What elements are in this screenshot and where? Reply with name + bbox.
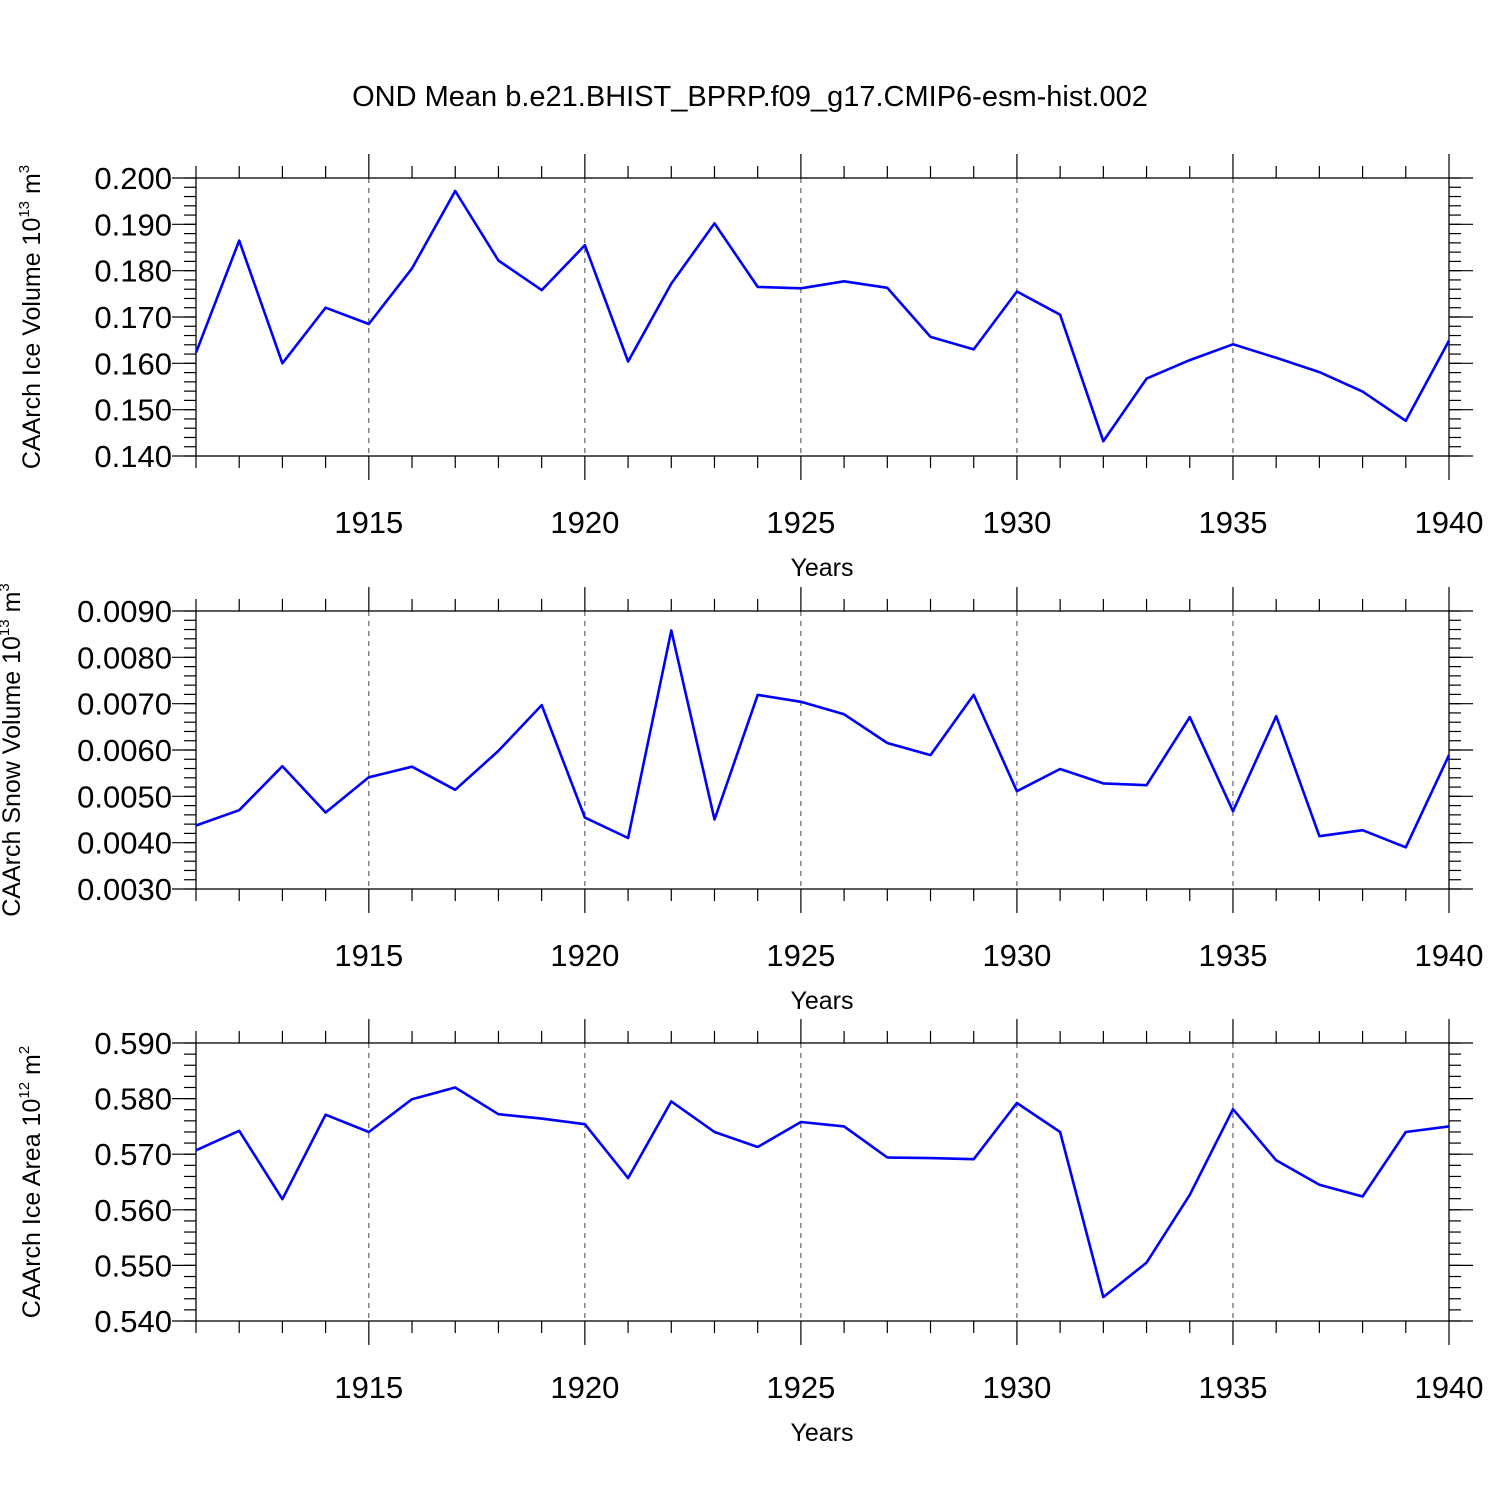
y-tick-label: 0.0040: [77, 826, 172, 861]
x-tick-label: 1925: [766, 505, 835, 540]
y-tick-label: 0.590: [94, 1026, 172, 1061]
x-tick-label: 1915: [334, 1370, 403, 1405]
y-tick-label: 0.190: [94, 207, 172, 242]
x-axis-label: Years: [790, 1419, 853, 1447]
x-tick-label: 1935: [1198, 505, 1267, 540]
data-line: [194, 189, 1451, 443]
y-tick-label: 0.200: [94, 161, 172, 196]
x-tick-label: 1940: [1415, 505, 1484, 540]
y-axis-label: CAArch Ice Area 1012 m2: [16, 1046, 46, 1318]
chart-panel-2: 1915 1920 1925 1930 1935 1940 0.0030 0.0040 0.00…: [0, 583, 1483, 1015]
y-axis-label-unit: m: [18, 1054, 46, 1082]
x-tick-label: 1930: [982, 938, 1051, 973]
x-tick-label: 1935: [1198, 938, 1267, 973]
y-tick-label: 0.0050: [77, 779, 172, 814]
y-tick-label: 0.570: [94, 1137, 172, 1172]
x-tick-label: 1925: [766, 1370, 835, 1405]
x-tick-label: 1940: [1415, 938, 1484, 973]
y-tick-label: 0.150: [94, 393, 172, 428]
x-tick-label: 1915: [334, 505, 403, 540]
x-tick-label: 1935: [1198, 1370, 1267, 1405]
y-axis-label-unit-exponent: 3: [16, 165, 33, 173]
y-axis-label-unit: m: [0, 592, 26, 620]
y-axis-label-exponent: 13: [16, 201, 33, 218]
x-tick-label: 1925: [766, 938, 835, 973]
y-tick-label: 0.550: [94, 1248, 172, 1283]
y-tick-label: 0.0030: [77, 872, 172, 907]
chart-panel-1: 1915 1920 1925 1930 1935 1940 0.140 0.150 0.160 0…: [16, 154, 1483, 582]
plot-frame: [195, 610, 1450, 890]
x-tick-label: 1920: [550, 1370, 619, 1405]
chart-panel-3: 1915 1920 1925 1930 1935 1940 0.540 0.550 0.560 0…: [16, 1019, 1483, 1447]
y-tick-label: 0.0060: [77, 733, 172, 768]
x-axis-label: Years: [790, 987, 853, 1015]
y-axis-label-exponent: 13: [0, 619, 13, 636]
y-axis-label: CAArch Ice Volume 1013 m3: [16, 165, 46, 469]
x-axis-label: Years: [790, 554, 853, 582]
x-tick-label: 1920: [550, 938, 619, 973]
y-axis-label-unit-exponent: 3: [0, 583, 13, 591]
y-tick-label: 0.0080: [77, 640, 172, 675]
x-tick-label: 1930: [982, 505, 1051, 540]
y-tick-label: 0.560: [94, 1193, 172, 1228]
plot-frame: [195, 177, 1450, 457]
y-axis-label-text: CAArch Ice Volume 10: [18, 218, 46, 470]
y-tick-label: 0.580: [94, 1082, 172, 1117]
x-tick-label: 1940: [1415, 1370, 1484, 1405]
y-tick-label: 0.140: [94, 439, 172, 474]
y-tick-label: 0.170: [94, 300, 172, 335]
y-axis-label-unit-exponent: 2: [16, 1046, 33, 1054]
y-axis-label-exponent: 12: [16, 1082, 33, 1099]
y-tick-label: 0.160: [94, 346, 172, 381]
y-tick-label: 0.540: [94, 1304, 172, 1339]
y-axis-label-text: CAArch Ice Area 10: [18, 1099, 46, 1319]
x-tick-label: 1930: [982, 1370, 1051, 1405]
data-line: [195, 629, 1451, 849]
y-axis-label-unit: m: [18, 173, 46, 201]
data-line: [195, 1086, 1450, 1299]
y-tick-label: 0.180: [94, 254, 172, 289]
y-tick-label: 0.0070: [77, 687, 172, 722]
plot-frame: [195, 1042, 1450, 1322]
y-tick-label: 0.0090: [77, 594, 172, 629]
x-tick-label: 1920: [550, 505, 619, 540]
y-axis-label: CAArch Snow Volume 1013 m3: [0, 583, 26, 917]
x-tick-label: 1915: [334, 938, 403, 973]
figure-title: OND Mean b.e21.BHIST_BPRP.f09_g17.CMIP6-…: [352, 81, 1148, 113]
y-axis-label-text: CAArch Snow Volume 10: [0, 636, 26, 917]
